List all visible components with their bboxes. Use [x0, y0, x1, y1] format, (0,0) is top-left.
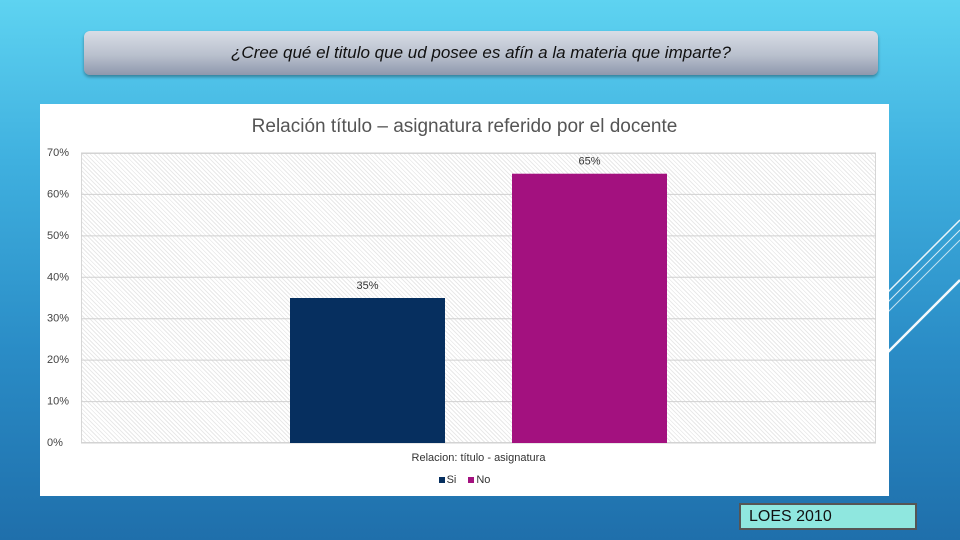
- legend-swatch: [468, 477, 475, 483]
- legend-item-si: Si: [438, 474, 457, 486]
- source-label: LOES 2010: [749, 507, 832, 525]
- bar-si: [290, 298, 445, 443]
- legend-swatch: [438, 477, 445, 483]
- y-tick-label: 10%: [47, 396, 69, 408]
- y-tick-label: 40%: [47, 271, 69, 283]
- chart-legend: Si No: [40, 474, 889, 486]
- legend-label: Si: [446, 474, 457, 486]
- category-label: Relacion: título - asignatura: [412, 452, 547, 464]
- bar-no: [512, 173, 667, 443]
- source-box: LOES 2010: [739, 503, 917, 530]
- y-tick-label: 50%: [47, 230, 69, 242]
- bar-chart: 0% 10% 20% 30% 40% 50% 60% 70% 35% 65% Relacion: t…: [47, 147, 876, 464]
- question-banner: ¿Cree qué el titulo que ud posee es afín…: [84, 31, 878, 75]
- y-tick-label: 0%: [47, 437, 63, 449]
- plot-area: [81, 153, 876, 443]
- decorative-lines: [880, 219, 960, 361]
- data-label: 65%: [578, 156, 600, 168]
- data-label: 35%: [356, 280, 378, 292]
- chart-panel: Relación título – asignatura referido po…: [40, 104, 889, 496]
- legend-item-no: No: [468, 474, 490, 486]
- chart-title: Relación título – asignatura referido po…: [251, 116, 678, 137]
- legend-label: No: [476, 474, 491, 486]
- y-tick-label: 30%: [47, 313, 69, 325]
- question-text: ¿Cree qué el titulo que ud posee es afín…: [231, 43, 731, 62]
- y-tick-label: 70%: [47, 147, 69, 159]
- y-tick-label: 20%: [47, 354, 69, 366]
- y-tick-label: 60%: [47, 188, 69, 200]
